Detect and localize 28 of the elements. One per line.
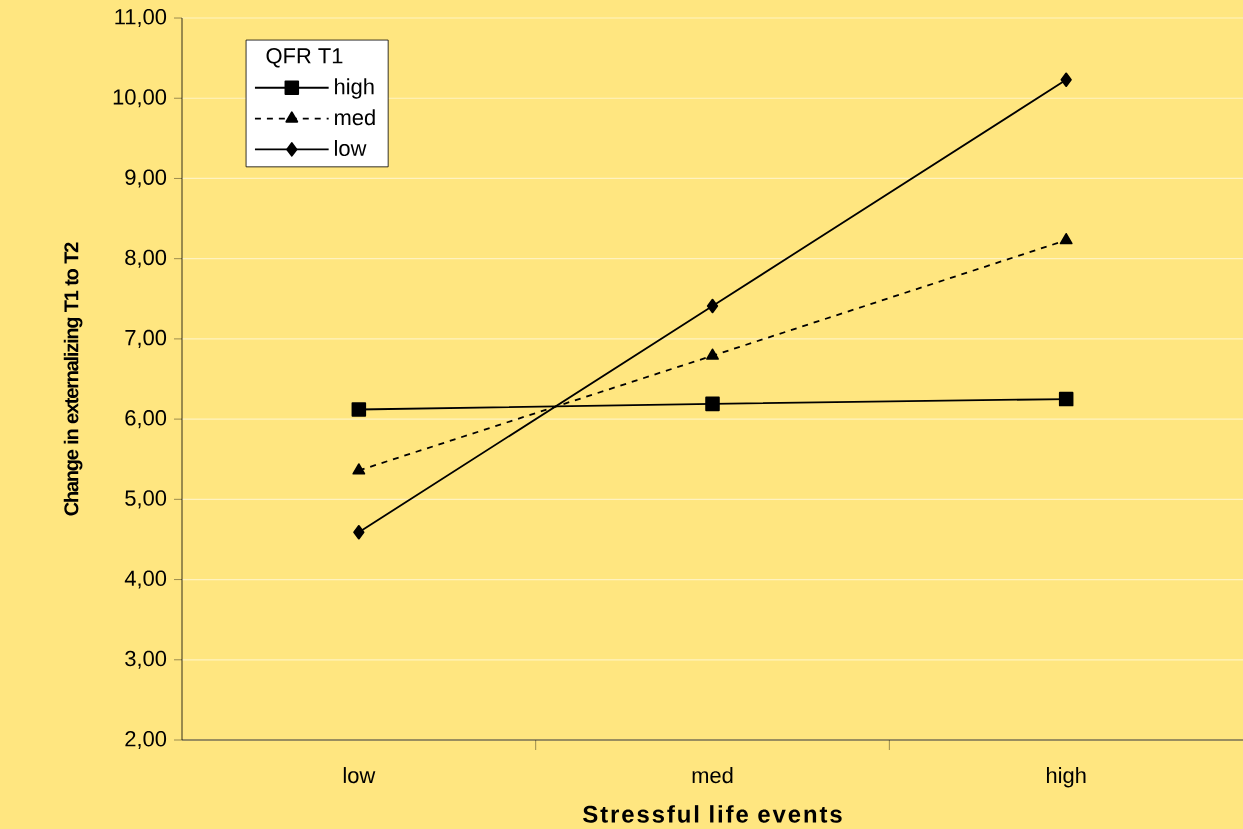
y-tick-label: 11,00 [115,8,167,28]
point [353,524,365,540]
point [352,463,366,475]
point [706,298,719,314]
y-tick-label: 7,00 [125,329,167,348]
legend-title: QFR T1 [266,48,343,68]
point [706,348,719,360]
point [705,396,720,412]
point [351,402,367,417]
x-axis-title: Stressful life events [583,805,842,823]
x-tick-label: med [692,767,733,784]
y-tick-label: 6,00 [125,410,167,429]
legend-label: med [335,109,375,126]
point [1060,72,1072,88]
y-tick-label: 10,00 [113,89,167,108]
legend-label: high [335,78,374,99]
y-tick-label: 9,00 [125,169,167,188]
x-tick-label: high [1046,767,1086,788]
point [1059,232,1073,245]
legend-label: low [335,139,367,157]
y-tick-label: 2,00 [125,730,167,750]
y-tick-label: 3,00 [125,650,167,669]
y-tick-label: 4,00 [124,570,167,589]
y-tick-label: 5,00 [125,490,167,509]
y-tick-label: 8,00 [125,249,167,268]
x-tick-label: low [343,767,376,784]
y-axis-title: Change in externalizing T1 to T2 [63,242,83,516]
point [1058,391,1074,407]
